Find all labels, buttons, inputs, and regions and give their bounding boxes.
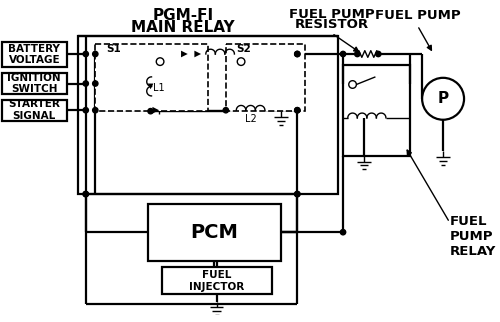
Text: PGM-FI: PGM-FI — [152, 8, 214, 24]
Text: IGNITION
SWITCH: IGNITION SWITCH — [8, 73, 61, 94]
Circle shape — [294, 191, 300, 197]
Circle shape — [223, 108, 228, 113]
Text: BATTERY
VOLTAGE: BATTERY VOLTAGE — [8, 44, 60, 65]
Text: S2: S2 — [236, 44, 251, 54]
Bar — [148, 204, 281, 261]
Polygon shape — [181, 51, 188, 57]
Circle shape — [238, 58, 245, 65]
Circle shape — [422, 78, 464, 120]
Text: RESISTOR: RESISTOR — [294, 18, 368, 31]
Circle shape — [340, 51, 345, 57]
Bar — [2, 42, 66, 67]
Circle shape — [148, 109, 153, 114]
Circle shape — [294, 108, 300, 113]
Polygon shape — [194, 51, 201, 57]
Circle shape — [92, 81, 98, 86]
Circle shape — [340, 230, 345, 235]
Circle shape — [83, 51, 88, 57]
Bar — [162, 268, 272, 294]
Bar — [78, 36, 338, 194]
Text: L2: L2 — [244, 114, 256, 124]
Circle shape — [92, 108, 98, 113]
Text: FUEL
INJECTOR: FUEL INJECTOR — [189, 270, 244, 292]
Bar — [2, 100, 66, 121]
Text: L1: L1 — [154, 83, 165, 93]
Circle shape — [349, 81, 356, 88]
Circle shape — [83, 191, 88, 197]
Polygon shape — [152, 107, 159, 114]
Circle shape — [376, 51, 381, 57]
Circle shape — [83, 108, 88, 113]
Bar — [226, 43, 305, 111]
Text: PCM: PCM — [190, 223, 238, 242]
Text: S1: S1 — [106, 44, 122, 54]
Text: P: P — [438, 91, 448, 106]
Circle shape — [294, 108, 300, 113]
Circle shape — [83, 191, 88, 197]
Circle shape — [354, 51, 360, 57]
Bar — [96, 43, 208, 111]
Text: MAIN RELAY: MAIN RELAY — [131, 20, 235, 35]
Circle shape — [156, 58, 164, 65]
Circle shape — [83, 81, 88, 86]
Text: FUEL PUMP: FUEL PUMP — [289, 8, 374, 22]
Text: STARTER
SIGNAL: STARTER SIGNAL — [8, 99, 60, 121]
Text: FUEL PUMP: FUEL PUMP — [374, 9, 460, 23]
Bar — [343, 65, 409, 156]
Circle shape — [92, 51, 98, 57]
Circle shape — [294, 51, 300, 57]
Circle shape — [294, 51, 300, 57]
Bar — [2, 73, 66, 94]
Circle shape — [294, 191, 300, 197]
Polygon shape — [148, 83, 154, 89]
Text: FUEL
PUMP
RELAY: FUEL PUMP RELAY — [450, 215, 496, 259]
